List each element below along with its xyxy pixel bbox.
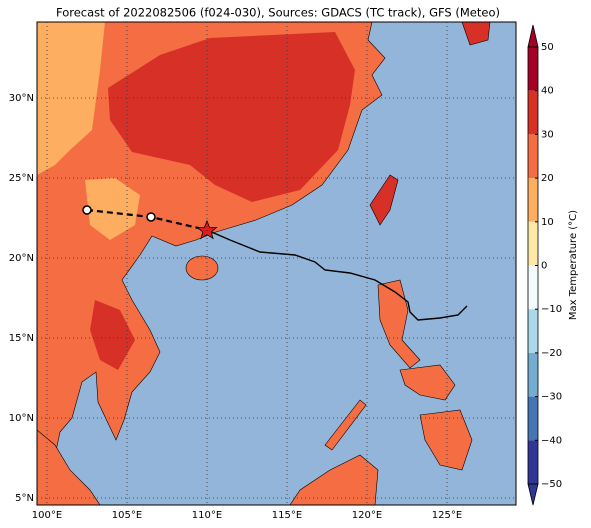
colorbar-tick-label: −10: [541, 304, 562, 315]
hot-region: [108, 32, 355, 202]
lat-label: 30°N: [9, 93, 34, 104]
colorbar-arrow-bottom: [527, 483, 539, 506]
hainan: [185, 255, 219, 281]
lat-label: 25°N: [9, 173, 34, 184]
colorbar-arrow-top: [527, 24, 539, 48]
colorbar-tick-label: −50: [541, 479, 562, 490]
colorbar-segment: [528, 396, 538, 441]
lon-label: 105°E: [112, 510, 142, 521]
lat-label: 20°N: [9, 253, 34, 264]
warm-region: [85, 178, 140, 240]
lon-label: 100°E: [32, 510, 62, 521]
colorbar-segment: [528, 134, 538, 179]
visayas: [399, 364, 456, 401]
warm-region: [37, 22, 105, 175]
track-point: [146, 212, 156, 222]
colorbar-segment: [528, 309, 538, 353]
mindanao: [419, 409, 473, 471]
lat-label: 10°N: [9, 413, 34, 424]
colorbar-segment: [528, 47, 538, 91]
colorbar-tick-label: −30: [541, 392, 562, 403]
colorbar-tick-label: 50: [541, 42, 554, 53]
lat-label: 15°N: [9, 333, 34, 344]
colorbar-segment: [528, 221, 538, 266]
lon-label: 125°E: [432, 510, 462, 521]
palawan: [324, 399, 367, 451]
borneo: [289, 454, 379, 505]
colorbar-tick-label: 40: [541, 86, 554, 97]
map-area: [37, 22, 516, 505]
lon-label: 120°E: [352, 510, 382, 521]
colorbar-tick-label: 20: [541, 173, 554, 184]
colorbar-tick-label: 0: [541, 261, 547, 272]
colorbar-segment: [528, 265, 538, 310]
map-title: Forecast of 2022082506 (f024-030), Sourc…: [56, 6, 500, 20]
hot-region: [90, 300, 135, 370]
map-frame: [36, 21, 517, 506]
taiwan: [369, 174, 399, 226]
luzon: [377, 279, 421, 369]
colorbar-tick-label: 10: [541, 217, 554, 228]
track-point: [82, 205, 92, 215]
past-track: [206, 229, 468, 321]
colorbar-segment: [528, 440, 538, 484]
colorbar-tick-label: −40: [541, 435, 562, 446]
malay-peninsula: [37, 429, 101, 505]
colorbar-segment: [528, 90, 538, 135]
colorbar-tick-label: −20: [541, 348, 562, 359]
colorbar-segment: [528, 352, 538, 397]
colorbar-label: Max Temperature (°C): [568, 210, 579, 320]
colorbar-segment: [528, 178, 538, 222]
lon-label: 115°E: [272, 510, 302, 521]
lon-label: 110°E: [192, 510, 222, 521]
lat-label: 5°N: [15, 493, 34, 504]
korea: [461, 22, 491, 46]
colorbar-tick-label: 30: [541, 129, 554, 140]
